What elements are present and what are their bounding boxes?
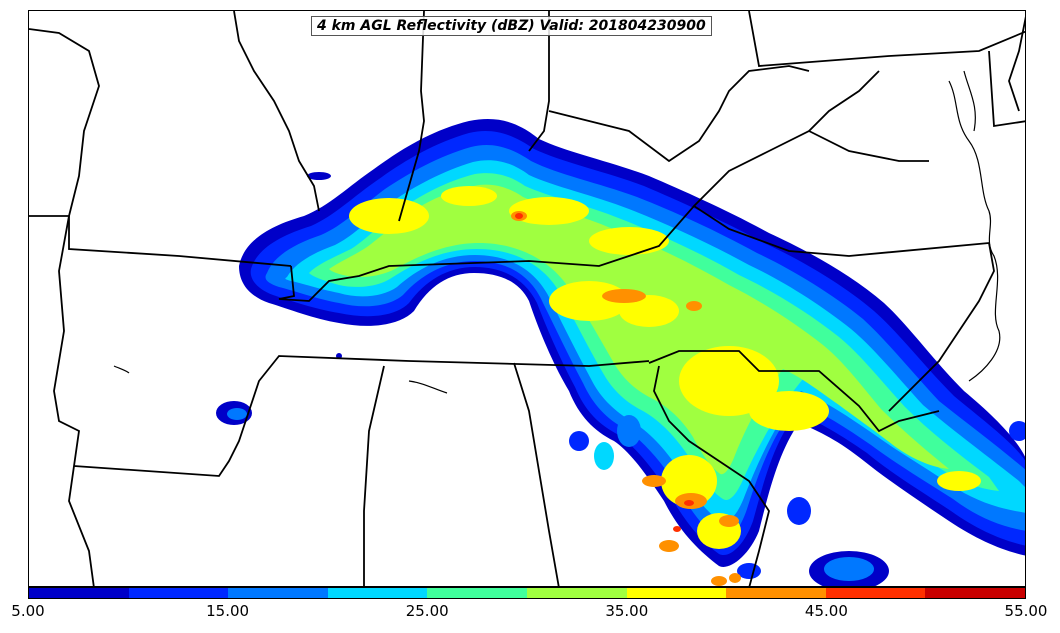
colorbar-segment xyxy=(29,588,129,598)
colorbar-tick-label: 15.00 xyxy=(206,602,250,620)
colorbar-tick-label: 5.00 xyxy=(11,602,45,620)
state-boundaries xyxy=(29,11,1025,586)
coastlines xyxy=(113,70,1001,394)
echo-contour-45dbz xyxy=(515,213,694,532)
colorbar-segment xyxy=(427,588,527,598)
colorbar-tick-label: 55.00 xyxy=(1004,602,1048,620)
colorbar-segment xyxy=(228,588,328,598)
colorbar-segment xyxy=(526,588,627,598)
echo-contour-35dbz xyxy=(349,186,981,549)
reflectivity-map: 4 km AGL Reflectivity (dBZ) Valid: 20180… xyxy=(28,10,1026,587)
colorbar-segment xyxy=(626,588,727,598)
echo-contour-30dbz xyxy=(329,184,949,475)
reflectivity-echoes xyxy=(216,119,1025,586)
colorbar-segment xyxy=(128,588,229,598)
colorbar xyxy=(28,587,1026,599)
colorbar-tick-label: 45.00 xyxy=(804,602,848,620)
colorbar-segment xyxy=(726,588,826,598)
colorbar-tick-labels: 5.00 15.00 25.00 35.00 45.00 55.00 xyxy=(0,602,1060,624)
colorbar-segment xyxy=(925,588,1025,598)
map-canvas xyxy=(29,11,1025,586)
map-title: 4 km AGL Reflectivity (dBZ) Valid: 20180… xyxy=(311,16,712,36)
colorbar-segment xyxy=(327,588,428,598)
colorbar-segment xyxy=(825,588,926,598)
echo-scattered-cells xyxy=(216,172,1025,586)
colorbar-tick-label: 35.00 xyxy=(605,602,649,620)
colorbar-tick-label: 25.00 xyxy=(405,602,449,620)
